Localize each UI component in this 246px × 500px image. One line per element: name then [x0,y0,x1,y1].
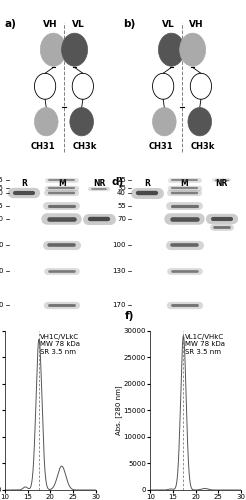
Text: CH31: CH31 [149,142,173,151]
Text: f): f) [125,311,134,321]
Text: VL: VL [161,20,174,30]
Text: M: M [180,179,188,188]
Text: 100: 100 [112,242,126,248]
Text: CH3k: CH3k [191,142,215,151]
Text: 130: 130 [112,268,126,274]
Ellipse shape [158,33,184,66]
Text: VH: VH [189,20,203,30]
Text: VH1C/VLkC
MW 78 kDa
SR 3.5 nm: VH1C/VLkC MW 78 kDa SR 3.5 nm [40,334,80,354]
Text: M: M [58,179,66,188]
Text: R: R [21,179,27,188]
Text: CH31: CH31 [31,142,55,151]
Text: 25: 25 [117,176,126,182]
Text: NR: NR [215,179,228,188]
Text: 170: 170 [112,302,126,308]
Ellipse shape [70,108,93,136]
Text: 70: 70 [117,216,126,222]
Ellipse shape [40,33,66,66]
Text: 40: 40 [117,190,126,196]
Text: 55: 55 [0,202,3,208]
Ellipse shape [188,108,212,136]
Ellipse shape [62,33,88,66]
Text: d): d) [111,177,123,187]
Text: 100: 100 [0,242,3,248]
Text: R: R [144,179,150,188]
Text: 25: 25 [0,176,3,182]
Text: 55: 55 [117,202,126,208]
Text: 130: 130 [0,268,3,274]
Text: VH: VH [43,20,57,30]
Y-axis label: Abs. [280 nm]: Abs. [280 nm] [115,386,122,435]
Text: VL: VL [72,20,85,30]
Text: 35: 35 [0,186,3,192]
Text: 40: 40 [0,190,3,196]
Text: 170: 170 [0,302,3,308]
Ellipse shape [34,108,58,136]
Text: 35: 35 [117,186,126,192]
Text: a): a) [5,19,17,29]
Text: 70: 70 [0,216,3,222]
Text: NR: NR [93,179,105,188]
Text: b): b) [123,19,135,29]
Ellipse shape [153,108,176,136]
Ellipse shape [180,33,206,66]
Text: CH3k: CH3k [73,142,97,151]
Text: VL1C/VHkC
MW 78 kDa
SR 3.5 nm: VL1C/VHkC MW 78 kDa SR 3.5 nm [185,334,225,354]
